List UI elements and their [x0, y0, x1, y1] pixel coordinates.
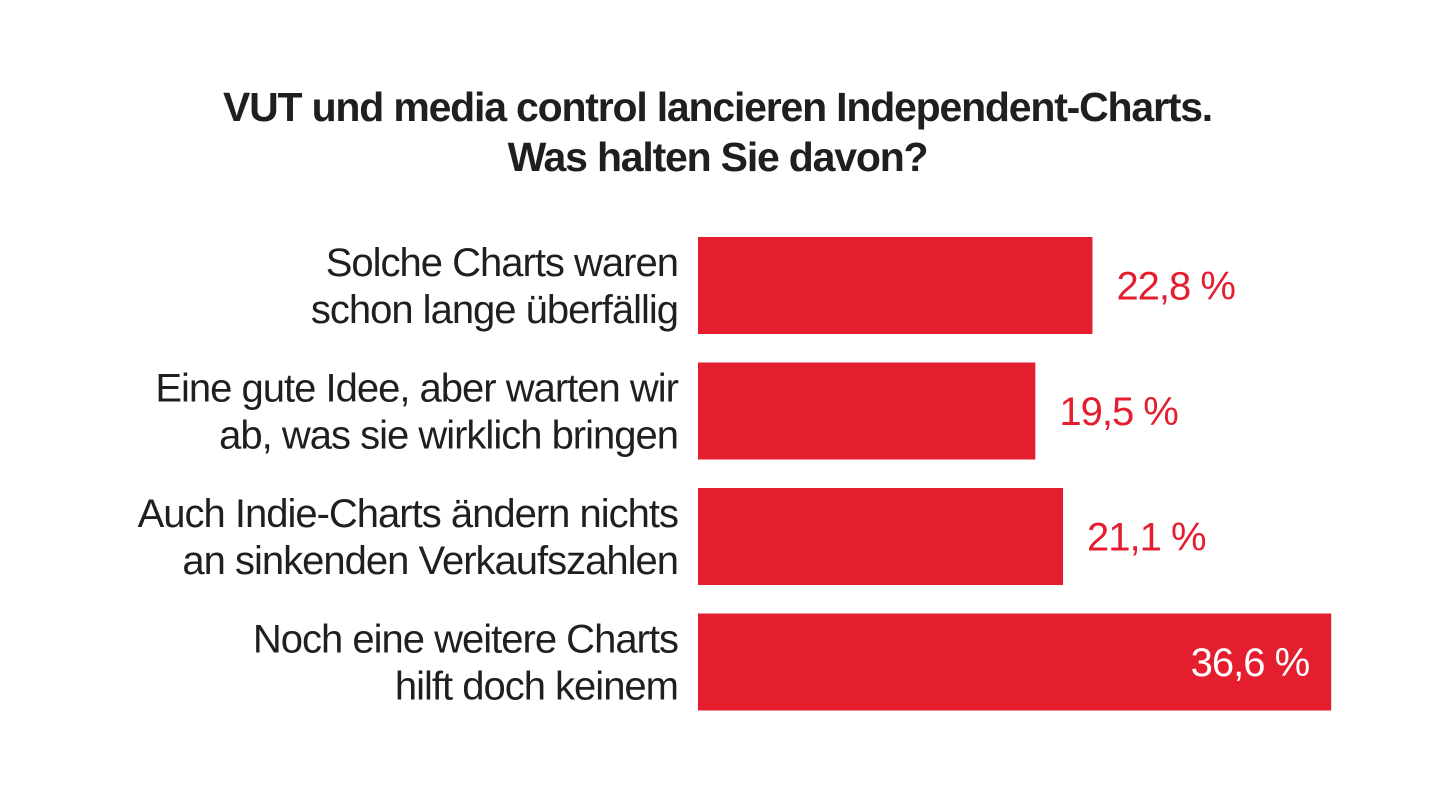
chart-title-line-2: Was halten Sie davon? [507, 134, 929, 180]
category-label-3-line-2: an sinkenden Verkaufszahlen [182, 539, 678, 583]
value-label-2: 19,5 % [1059, 390, 1178, 434]
value-label-1: 22,8 % [1116, 265, 1235, 309]
category-label-3-line-1: Auch Indie-Charts ändern nichts [138, 492, 678, 536]
value-label-3: 21,1 % [1087, 516, 1206, 560]
category-label-2-line-1: Eine gute Idee, aber warten wir [155, 367, 678, 411]
category-label-4-line-1: Noch eine weitere Charts [253, 618, 678, 662]
chart-title: VUT und media control lancieren Independ… [0, 82, 1435, 182]
category-label-1-line-2: schon lange überfällig [311, 288, 678, 332]
bar-1 [698, 237, 1093, 334]
category-label-4-line-2: hilft doch keinem [395, 665, 678, 709]
bar-2 [698, 362, 1036, 460]
value-label-4: 36,6 % [1191, 641, 1310, 685]
bar-3 [698, 488, 1064, 585]
category-label-1-line-1: Solche Charts waren [326, 241, 678, 285]
bar-4 [698, 613, 1332, 711]
chart-title-line-1: VUT und media control lancieren Independ… [223, 84, 1213, 130]
category-label-2-line-2: ab, was sie wirklich bringen [219, 414, 678, 458]
